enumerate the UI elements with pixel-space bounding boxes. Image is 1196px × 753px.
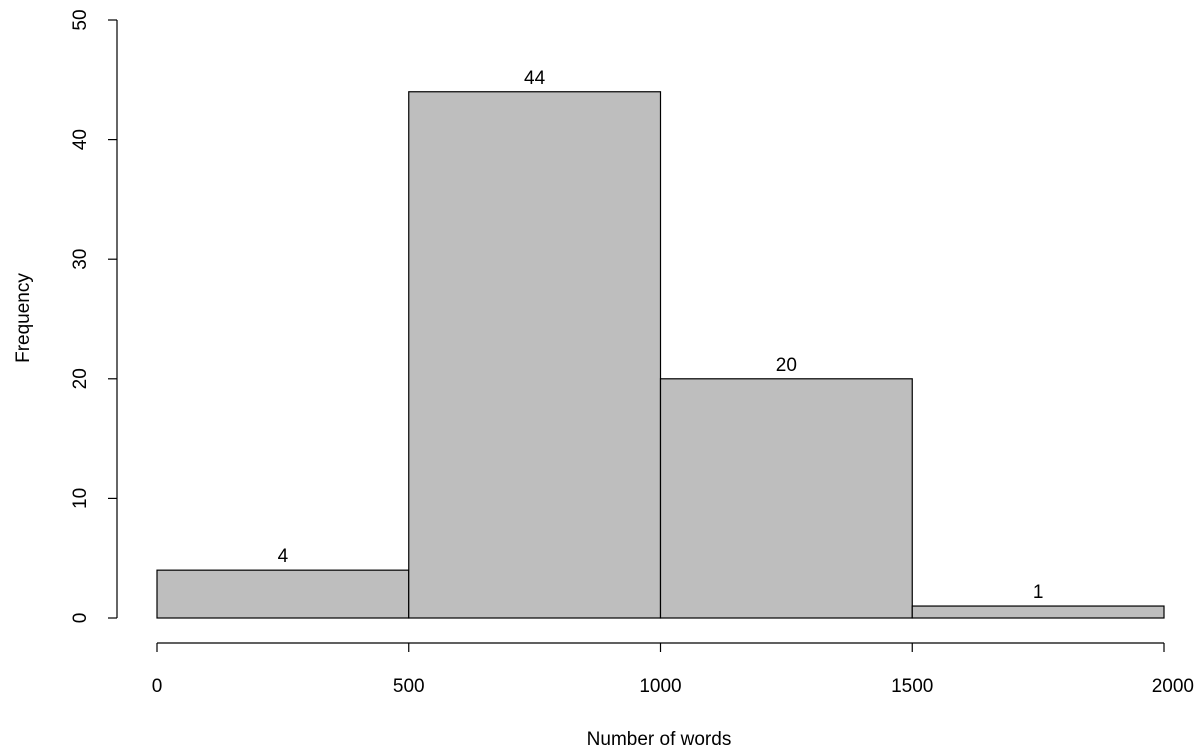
bar-value-label: 20 <box>776 355 797 376</box>
histogram-bar <box>156 569 410 619</box>
bar-value-label: 44 <box>524 68 546 89</box>
bars-group <box>156 91 1165 619</box>
x-tick-label: 0 <box>152 676 163 697</box>
y-tick-label: 30 <box>70 249 91 270</box>
x-axis-title: Number of words <box>587 729 732 750</box>
histogram-bar <box>408 91 662 619</box>
y-tick-label: 20 <box>70 368 91 389</box>
y-tick-label: 10 <box>70 488 91 509</box>
x-axis: 0 500 1000 1500 2000 <box>152 642 1194 697</box>
histogram-bar <box>659 378 913 619</box>
x-tick-label: 1500 <box>891 676 933 697</box>
histogram-bar <box>911 605 1165 619</box>
x-tick-label: 500 <box>393 676 425 697</box>
y-tick-label: 50 <box>70 9 91 30</box>
bar-value-label: 4 <box>278 546 289 567</box>
y-axis-title: Frequency <box>13 273 34 363</box>
x-tick-label: 2000 <box>1152 676 1194 697</box>
x-tick-label: 1000 <box>639 676 681 697</box>
y-axis: 0 10 20 30 40 50 <box>70 9 118 624</box>
y-tick-label: 40 <box>70 129 91 150</box>
y-tick-label: 0 <box>70 613 91 624</box>
bar-value-label: 1 <box>1033 582 1044 603</box>
